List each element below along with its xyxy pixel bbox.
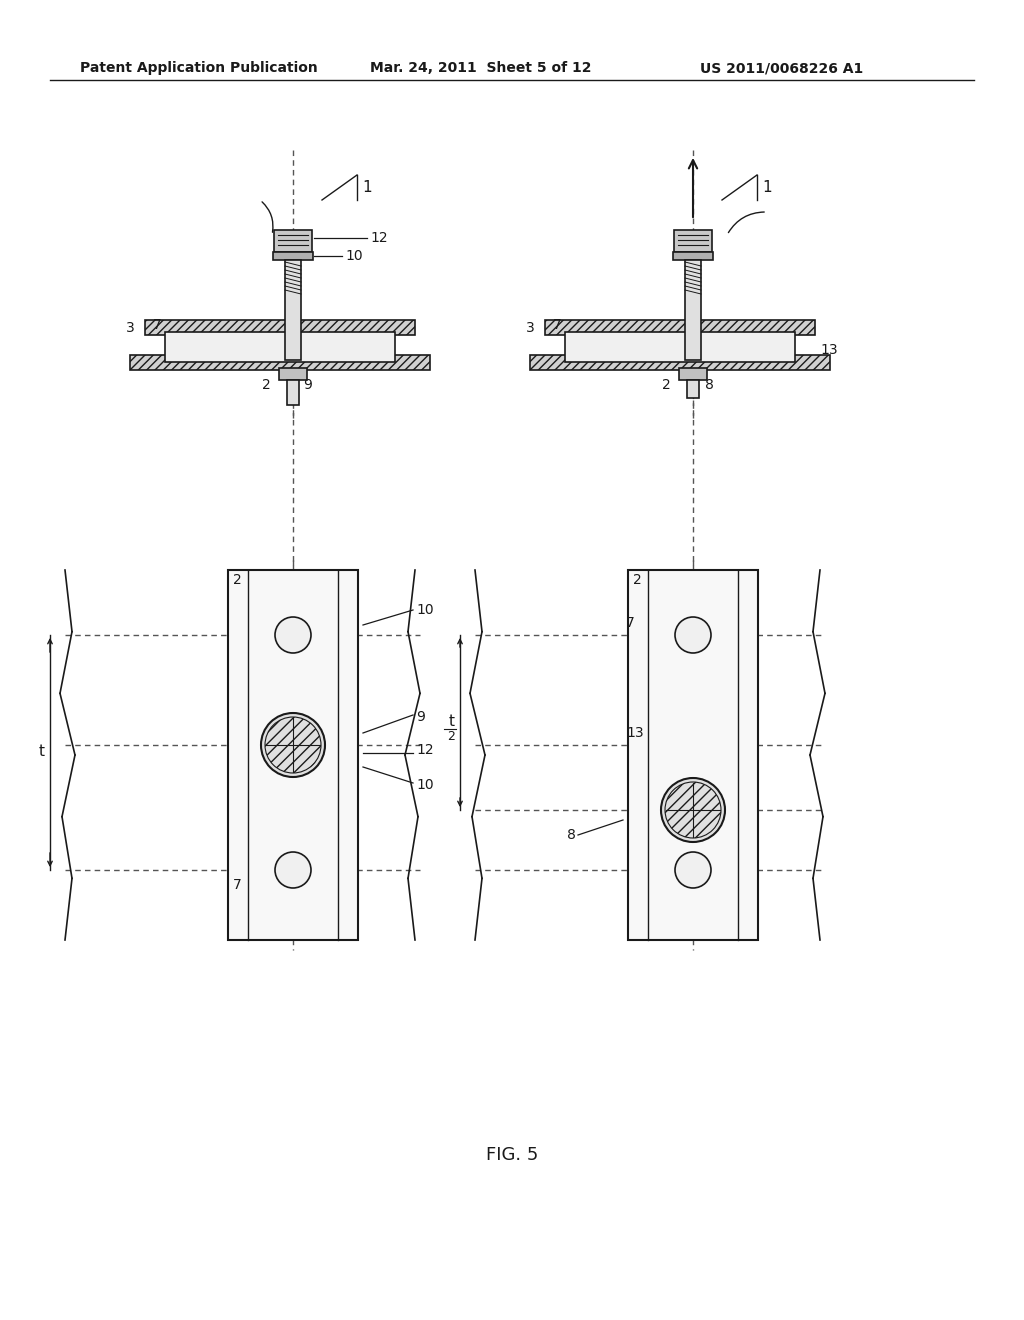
Text: 1: 1 xyxy=(362,181,372,195)
Bar xyxy=(685,260,701,360)
Text: 10: 10 xyxy=(416,777,433,792)
Text: 12: 12 xyxy=(370,231,388,246)
Bar xyxy=(674,230,712,252)
Bar xyxy=(145,319,415,335)
Text: 2: 2 xyxy=(447,730,455,743)
Text: 1: 1 xyxy=(762,181,772,195)
Text: 2: 2 xyxy=(633,573,642,587)
Text: 7: 7 xyxy=(553,318,562,333)
Bar xyxy=(165,333,395,362)
Text: 10: 10 xyxy=(345,249,362,263)
Text: 8: 8 xyxy=(567,828,575,842)
Bar xyxy=(687,380,699,399)
Text: 7: 7 xyxy=(626,616,635,630)
Text: 9: 9 xyxy=(303,378,312,392)
Text: 8: 8 xyxy=(705,378,714,392)
Text: Mar. 24, 2011  Sheet 5 of 12: Mar. 24, 2011 Sheet 5 of 12 xyxy=(370,61,592,75)
Text: 3: 3 xyxy=(126,321,135,335)
Text: 12: 12 xyxy=(416,743,433,756)
Circle shape xyxy=(261,713,325,777)
Bar xyxy=(273,252,313,260)
Bar xyxy=(530,355,830,370)
Text: 2: 2 xyxy=(233,573,242,587)
Bar xyxy=(545,319,815,335)
Text: 13: 13 xyxy=(626,726,644,741)
Circle shape xyxy=(662,777,725,842)
Bar xyxy=(228,570,358,940)
Text: t: t xyxy=(449,714,455,730)
Bar xyxy=(628,570,758,940)
Text: 3: 3 xyxy=(526,321,535,335)
Text: t: t xyxy=(39,744,45,759)
Bar xyxy=(274,230,312,252)
Text: 2: 2 xyxy=(663,378,671,392)
Bar xyxy=(285,260,301,360)
Bar xyxy=(287,380,299,405)
Circle shape xyxy=(275,616,311,653)
Bar xyxy=(673,252,713,260)
Text: 9: 9 xyxy=(416,710,425,723)
Circle shape xyxy=(275,851,311,888)
Text: 13: 13 xyxy=(820,343,838,356)
Bar xyxy=(279,368,307,380)
Bar xyxy=(679,368,707,380)
Text: 7: 7 xyxy=(233,878,242,892)
Text: FIG. 5: FIG. 5 xyxy=(485,1146,539,1164)
Bar xyxy=(130,355,430,370)
Text: US 2011/0068226 A1: US 2011/0068226 A1 xyxy=(700,61,863,75)
Text: 7: 7 xyxy=(153,318,162,333)
Text: 10: 10 xyxy=(416,603,433,616)
Circle shape xyxy=(675,851,711,888)
Bar xyxy=(565,333,795,362)
Text: Patent Application Publication: Patent Application Publication xyxy=(80,61,317,75)
Circle shape xyxy=(675,616,711,653)
Text: 2: 2 xyxy=(262,378,271,392)
